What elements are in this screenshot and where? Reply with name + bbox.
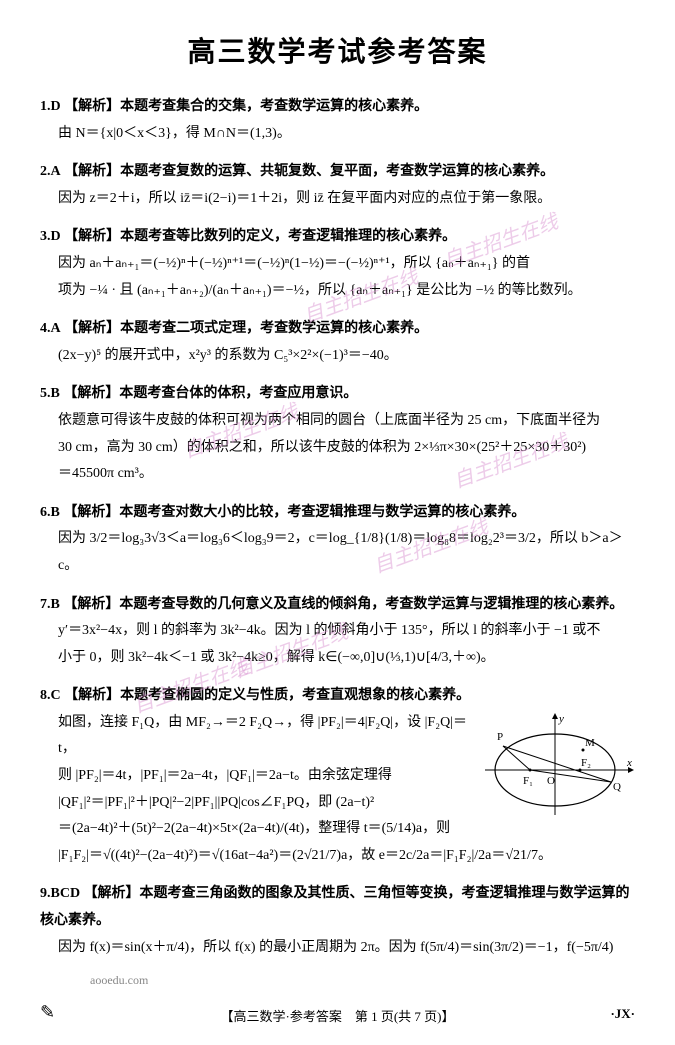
answer-num: 4.A [40, 321, 61, 336]
analysis-head: 【解析】本题考查台体的体积，考查应用意识。 [63, 386, 357, 401]
solution-line: 因为 3/2＝log₃3√3＜a＝log₃6＜log₃9＝2，c＝log_{1/… [40, 526, 635, 579]
solution-line: 由 N＝{x|0＜x＜3}，得 M∩N＝(1,3)。 [40, 121, 635, 148]
label-F1: F₁ [523, 775, 533, 787]
answer-num: 6.B [40, 505, 60, 520]
label-Q: Q [613, 781, 621, 793]
solution-6: 6.B 【解析】本题考查对数大小的比较，考查逻辑推理与数学运算的核心素养。 因为… [40, 500, 635, 580]
solution-line: y′＝3x²−4x，则 l 的斜率为 3k²−4k。因为 l 的倾斜角小于 13… [40, 618, 635, 645]
label-O: O [547, 775, 555, 787]
label-x: x [626, 757, 632, 769]
analysis-head: 【解析】本题考查复数的运算、共轭复数、复平面，考查数学运算的核心素养。 [64, 164, 554, 179]
solution-7: 7.B 【解析】本题考查导数的几何意义及直线的倾斜角，考查数学运算与逻辑推理的核… [40, 592, 635, 672]
answer-num: 3.D [40, 229, 61, 244]
solution-9: 9.BCD 【解析】本题考查三角函数的图象及其性质、三角恒等变换，考查逻辑推理与… [40, 881, 635, 961]
solution-line: 项为 −¼ · 且 (aₙ₊₁＋aₙ₊₂)/(aₙ＋aₙ₊₁)＝−½，所以 {a… [40, 278, 635, 305]
solution-line: 因为 f(x)＝sin(x＋π/4)，所以 f(x) 的最小正周期为 2π。因为… [40, 935, 635, 962]
answer-num: 8.C [40, 688, 61, 703]
analysis-head: 【解析】本题考查三角函数的图象及其性质、三角恒等变换，考查逻辑推理与数学运算的核… [40, 886, 630, 928]
analysis-head: 【解析】本题考查对数大小的比较，考查逻辑推理与数学运算的核心素养。 [63, 505, 525, 520]
pencil-icon: ✎ [40, 1002, 55, 1023]
label-y: y [558, 713, 564, 725]
analysis-head: 【解析】本题考查二项式定理，考查数学运算的核心素养。 [64, 321, 428, 336]
ellipse-figure: P M Q F₁ F₂ O x y [485, 710, 635, 820]
analysis-head: 【解析】本题考查椭圆的定义与性质，考查直观想象的核心素养。 [64, 688, 470, 703]
solution-5: 5.B 【解析】本题考查台体的体积，考查应用意识。 依题意可得该牛皮鼓的体积可视… [40, 381, 635, 487]
solution-line: 小于 0，则 3k²−4k＜−1 或 3k²−4k≥0，解得 k∈(−∞,0]∪… [40, 645, 635, 672]
solution-2: 2.A 【解析】本题考查复数的运算、共轭复数、复平面，考查数学运算的核心素养。 … [40, 159, 635, 212]
solution-line: 30 cm，高为 30 cm）的体积之和，所以该牛皮鼓的体积为 2×⅓π×30×… [40, 435, 635, 462]
label-M: M [585, 737, 595, 749]
page-title: 高三数学考试参考答案 [40, 30, 635, 70]
label-F2: F₂ [581, 757, 591, 769]
solution-line: (2x−y)⁵ 的展开式中，x²y³ 的系数为 C₅³×2²×(−1)³＝−40… [40, 343, 635, 370]
answer-num: 2.A [40, 164, 61, 179]
page-footer: ✎ 【高三数学·参考答案 第 1 页(共 7 页)】 ·JX· [40, 1006, 635, 1025]
solution-line: 依题意可得该牛皮鼓的体积可视为两个相同的圆台（上底面半径为 25 cm，下底面半… [40, 408, 635, 435]
answer-num: 5.B [40, 386, 60, 401]
answer-num: 7.B [40, 597, 60, 612]
solution-8: 8.C 【解析】本题考查椭圆的定义与性质，考查直观想象的核心素养。 P [40, 683, 635, 869]
solution-line: ＝(2a−4t)²＋(5t)²−2(2a−4t)×5t×(2a−4t)/(4t)… [40, 816, 635, 843]
solution-line: |F₁F₂|＝√((4t)²−(2a−4t)²)＝√(16at−4a²)＝(2√… [40, 843, 635, 870]
solution-line: 因为 aₙ＋aₙ₊₁＝(−½)ⁿ＋(−½)ⁿ⁺¹＝(−½)ⁿ(1−½)＝−(−½… [40, 251, 635, 278]
solution-1: 1.D 【解析】本题考查集合的交集，考查数学运算的核心素养。 由 N＝{x|0＜… [40, 94, 635, 147]
footer-text: 【高三数学·参考答案 第 1 页(共 7 页)】 [221, 1009, 455, 1024]
label-P: P [497, 731, 503, 743]
analysis-head: 【解析】本题考查等比数列的定义，考查逻辑推理的核心素养。 [64, 229, 456, 244]
solution-4: 4.A 【解析】本题考查二项式定理，考查数学运算的核心素养。 (2x−y)⁵ 的… [40, 316, 635, 369]
answer-num: 1.D [40, 99, 61, 114]
analysis-head: 【解析】本题考查导数的几何意义及直线的倾斜角，考查数学运算与逻辑推理的核心素养。 [63, 597, 623, 612]
footer-code: ·JX· [610, 1006, 635, 1022]
analysis-head: 【解析】本题考查集合的交集，考查数学运算的核心素养。 [64, 99, 428, 114]
source-url: aooedu.com [40, 973, 635, 988]
solution-line: 因为 z＝2＋i，所以 iz̄＝i(2−i)＝1＋2i，则 iz̄ 在复平面内对… [40, 186, 635, 213]
answer-page: 高三数学考试参考答案 1.D 【解析】本题考查集合的交集，考查数学运算的核心素养… [0, 0, 675, 1045]
solution-line: ＝45500π cm³。 [40, 461, 635, 488]
answer-num: 9.BCD [40, 886, 80, 901]
solution-3: 3.D 【解析】本题考查等比数列的定义，考查逻辑推理的核心素养。 因为 aₙ＋a… [40, 224, 635, 304]
